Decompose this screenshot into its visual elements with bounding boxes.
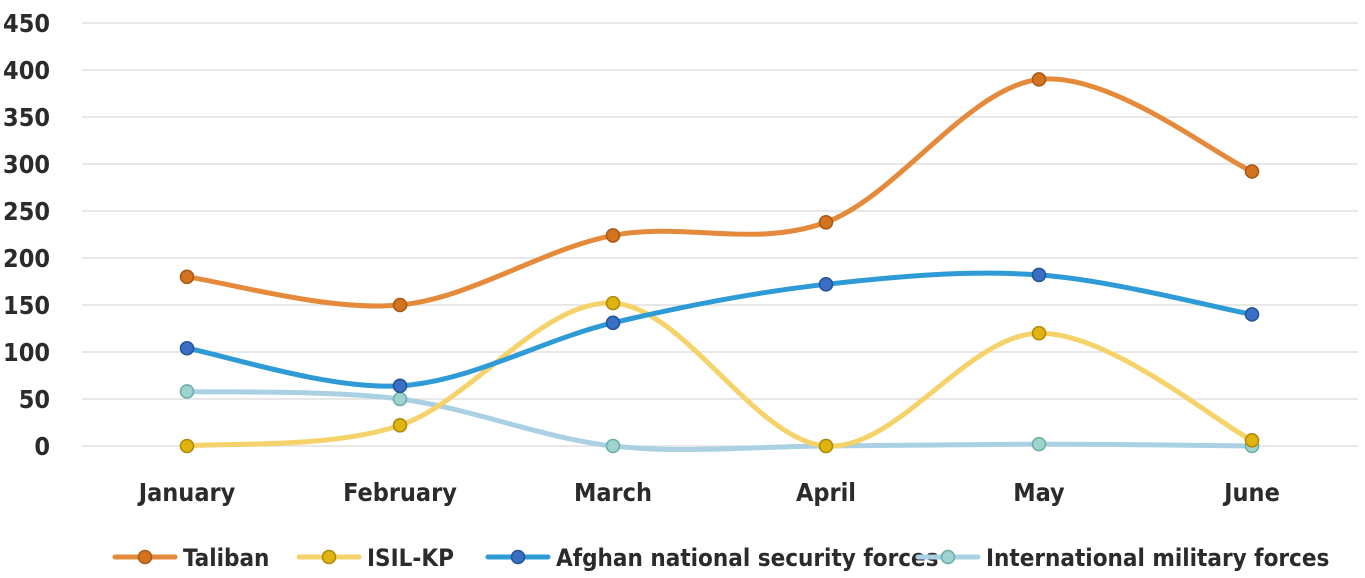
legend: Taliban ISIL-KP Afghan national security f… <box>112 544 1329 572</box>
legend-swatch-marker <box>137 549 153 565</box>
gridlines <box>82 22 1358 447</box>
data-point <box>1031 325 1047 341</box>
x-category-label: March <box>574 478 652 507</box>
series-afghan-national-security-forces <box>179 267 1260 394</box>
data-point <box>392 378 408 394</box>
legend-item: Afghan national security forces <box>485 544 939 572</box>
series-line-afghan-national-security-forces <box>184 270 1255 389</box>
y-tick-label: 100 <box>3 338 50 367</box>
legend-item: Taliban <box>112 544 269 572</box>
y-tick-label: 300 <box>3 150 50 179</box>
series-line-isil-kp <box>184 300 1255 449</box>
x-axis-category-labels: January February March April May June <box>137 478 1280 507</box>
y-tick-label: 0 <box>34 432 50 461</box>
y-tick-label: 450 <box>3 9 50 38</box>
data-point <box>605 228 621 243</box>
data-point <box>1244 307 1260 322</box>
legend-label: ISIL-KP <box>367 544 454 572</box>
legend-item: International military forces <box>915 544 1329 572</box>
series-taliban <box>179 72 1260 313</box>
legend-item: ISIL-KP <box>296 544 454 572</box>
data-point <box>1031 267 1047 283</box>
series-line-international-military-forces <box>184 388 1255 453</box>
legend-swatch-marker <box>321 549 337 565</box>
data-point <box>1031 72 1047 87</box>
x-category-label: April <box>796 478 856 507</box>
data-point <box>392 418 408 433</box>
data-point <box>179 269 195 285</box>
y-tick-label: 200 <box>3 244 50 273</box>
data-point <box>1244 164 1260 179</box>
data-point <box>392 297 408 313</box>
y-tick-label: 350 <box>3 103 50 132</box>
y-tick-label: 150 <box>3 291 50 320</box>
x-category-label: January <box>137 478 236 507</box>
y-tick-label: 250 <box>3 197 50 226</box>
x-category-label: May <box>1013 478 1065 507</box>
data-point <box>392 391 408 407</box>
data-point <box>605 315 621 331</box>
series-line-taliban <box>184 76 1255 309</box>
data-point <box>818 438 834 454</box>
data-point <box>1031 436 1047 452</box>
legend-swatch-marker <box>510 549 526 565</box>
legend-label: Afghan national security forces <box>556 544 939 572</box>
data-point <box>1244 433 1260 448</box>
data-point <box>605 295 621 311</box>
data-point <box>605 438 621 454</box>
data-point <box>179 384 195 399</box>
data-point <box>179 438 195 454</box>
data-point <box>818 214 834 230</box>
legend-swatch-marker <box>940 549 956 565</box>
x-category-label: June <box>1222 478 1280 507</box>
data-point <box>179 340 195 356</box>
y-axis-tick-labels: 0 50 100 150 200 250 300 350 400 450 <box>3 9 50 461</box>
series-isil-kp <box>179 295 1260 454</box>
x-category-label: February <box>343 478 457 507</box>
legend-label: Taliban <box>183 544 269 572</box>
y-tick-label: 400 <box>3 56 50 85</box>
data-point <box>818 277 834 292</box>
legend-label: International military forces <box>986 544 1329 572</box>
y-tick-label: 50 <box>19 385 50 414</box>
series-international-military-forces <box>179 384 1260 454</box>
